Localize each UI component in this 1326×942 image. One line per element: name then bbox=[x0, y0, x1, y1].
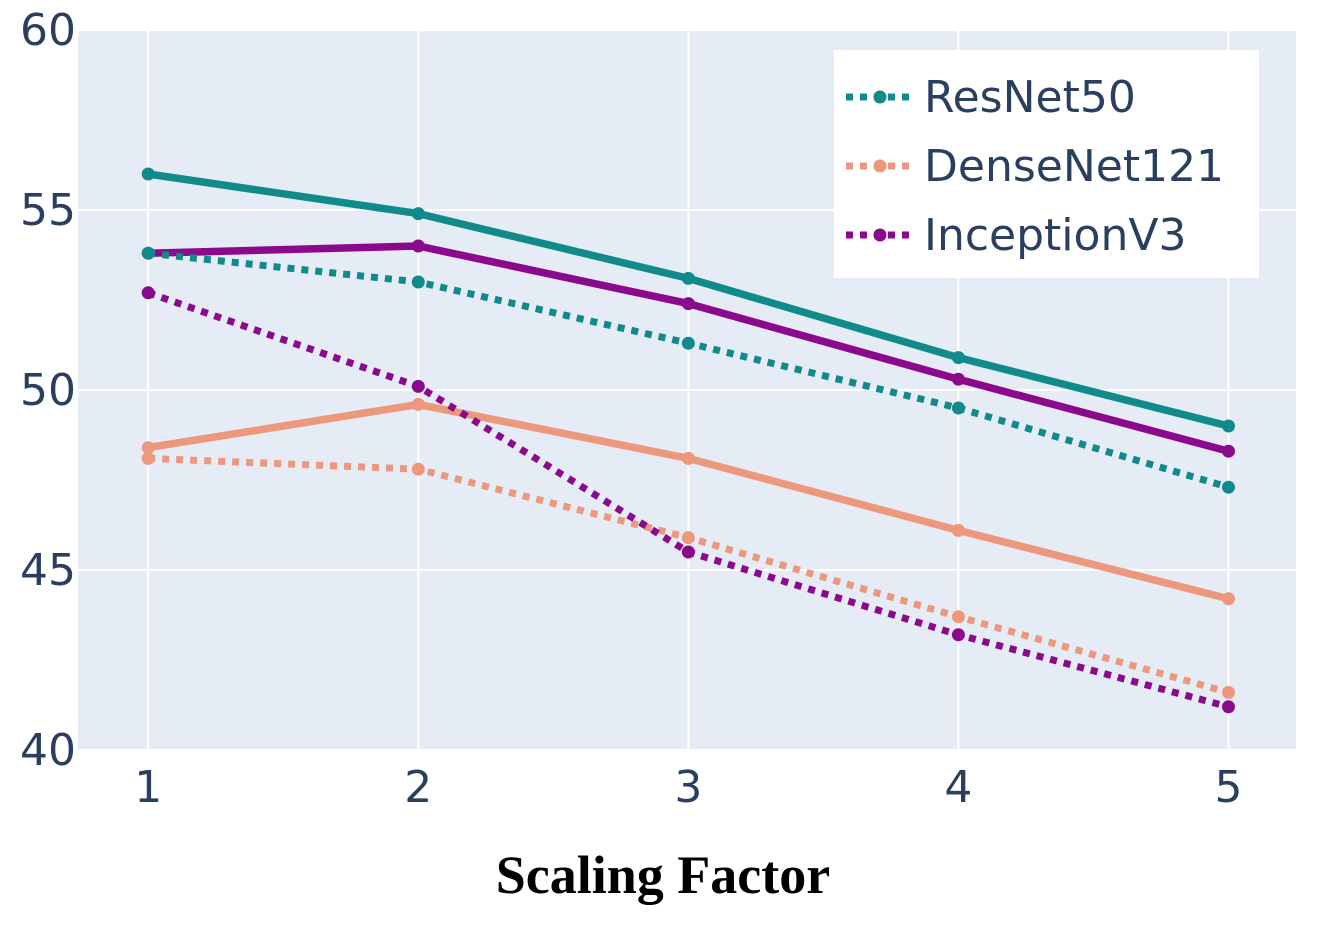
data-point bbox=[951, 401, 965, 415]
data-point bbox=[951, 628, 965, 642]
y-tick-label: 50 bbox=[20, 365, 76, 416]
data-point bbox=[411, 397, 425, 411]
x-axis-ticks: 1 2 3 4 5 bbox=[134, 762, 1242, 813]
data-point bbox=[1221, 419, 1235, 433]
legend-label: InceptionV3 bbox=[924, 210, 1186, 261]
data-point bbox=[411, 239, 425, 253]
legend-label: ResNet50 bbox=[924, 72, 1136, 123]
legend-swatch-marker bbox=[873, 90, 887, 104]
series-0 bbox=[141, 167, 1235, 433]
series-5 bbox=[141, 286, 1235, 714]
data-point bbox=[1221, 592, 1235, 606]
data-point bbox=[951, 610, 965, 624]
y-axis-ticks: 40 45 50 55 60 bbox=[20, 5, 76, 776]
data-point bbox=[411, 275, 425, 289]
x-tick-label: 5 bbox=[1214, 762, 1242, 813]
y-tick-label: 40 bbox=[20, 725, 76, 776]
y-tick-label: 45 bbox=[20, 545, 76, 596]
data-point bbox=[1221, 685, 1235, 699]
data-point bbox=[951, 523, 965, 537]
legend-swatch-marker bbox=[873, 159, 887, 173]
legend-swatch-marker bbox=[873, 228, 887, 242]
y-tick-label: 60 bbox=[20, 5, 76, 56]
data-point bbox=[411, 207, 425, 221]
data-point bbox=[681, 297, 695, 311]
data-point bbox=[681, 336, 695, 350]
series-1 bbox=[141, 246, 1235, 494]
x-tick-label: 2 bbox=[404, 762, 432, 813]
data-point bbox=[681, 451, 695, 465]
data-point bbox=[411, 379, 425, 393]
x-tick-label: 1 bbox=[134, 762, 162, 813]
data-point bbox=[951, 372, 965, 386]
data-point bbox=[141, 441, 155, 455]
legend: ResNet50 DenseNet121 InceptionV3 bbox=[834, 50, 1259, 278]
data-point bbox=[141, 167, 155, 181]
data-point bbox=[141, 451, 155, 465]
data-point bbox=[681, 531, 695, 545]
data-point bbox=[411, 462, 425, 476]
y-tick-label: 55 bbox=[20, 185, 76, 236]
x-tick-label: 4 bbox=[944, 762, 972, 813]
series-layer bbox=[141, 167, 1235, 714]
legend-label: DenseNet121 bbox=[924, 141, 1224, 192]
data-point bbox=[951, 351, 965, 365]
data-point bbox=[141, 286, 155, 300]
x-axis-title: Scaling Factor bbox=[496, 845, 830, 905]
data-point bbox=[1221, 480, 1235, 494]
data-point bbox=[681, 545, 695, 559]
data-point bbox=[681, 271, 695, 285]
data-point bbox=[141, 246, 155, 260]
data-point bbox=[1221, 444, 1235, 458]
x-tick-label: 3 bbox=[674, 762, 702, 813]
data-point bbox=[1221, 700, 1235, 714]
series-2 bbox=[141, 397, 1235, 606]
series-3 bbox=[141, 451, 1235, 699]
